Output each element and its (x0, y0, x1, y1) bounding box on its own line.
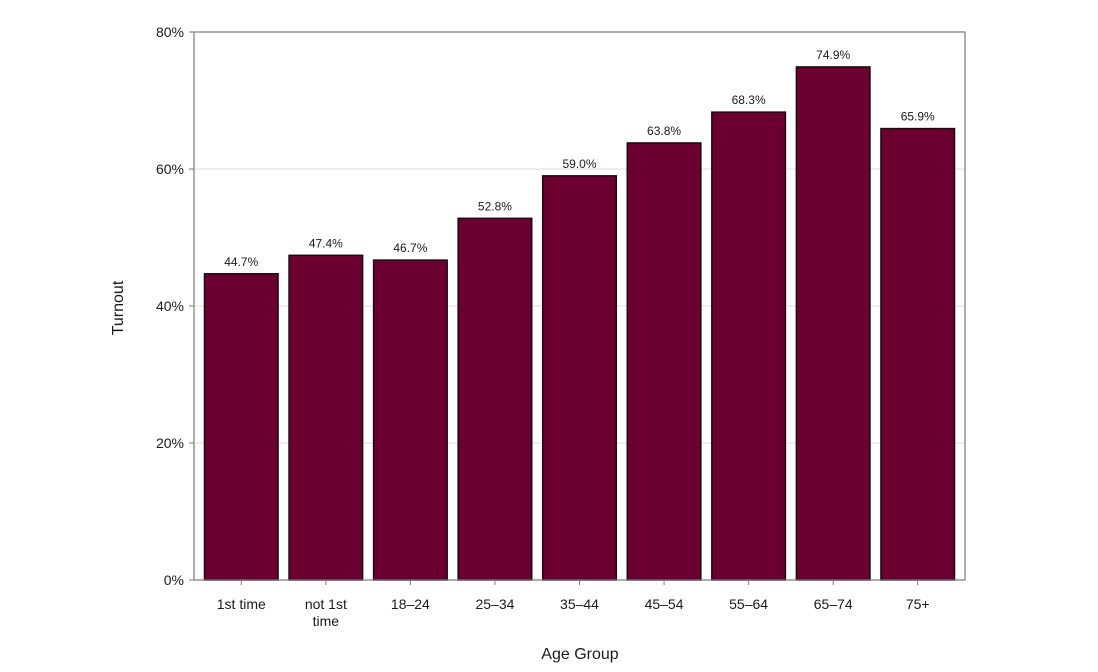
data-label: 52.8% (478, 199, 512, 213)
x-tick-label: 18–24 (391, 596, 430, 612)
data-label: 59.0% (562, 157, 596, 171)
bar (711, 111, 787, 581)
bar (880, 127, 956, 581)
x-axis-title: Age Group (541, 646, 618, 663)
data-label: 44.7% (224, 255, 258, 269)
y-tick-label: 40% (156, 298, 184, 314)
y-axis-ticks: 0% 20% 40% 60% 80% (156, 24, 194, 588)
x-tick-label: 45–54 (645, 596, 684, 612)
bar (795, 66, 871, 581)
y-tick-label: 80% (156, 24, 184, 40)
x-tick-label: 55–64 (729, 596, 768, 612)
x-tick-label: 1st time (217, 596, 266, 612)
data-label: 68.3% (732, 93, 766, 107)
bar (541, 175, 618, 581)
x-tick-label: 35–44 (560, 596, 599, 612)
bar (203, 273, 279, 581)
data-label: 74.9% (816, 48, 850, 62)
y-tick-label: 20% (156, 435, 184, 451)
bar (372, 259, 448, 581)
y-tick-label: 0% (164, 572, 184, 588)
y-tick-label: 60% (156, 161, 184, 177)
bar (626, 142, 702, 581)
data-label: 65.9% (901, 110, 935, 124)
data-label: 63.8% (647, 124, 681, 138)
bar (288, 254, 364, 581)
x-tick-label: 65–74 (814, 596, 853, 612)
bar (457, 217, 533, 581)
x-tick-label: 25–34 (475, 596, 514, 612)
x-tick-label: time (313, 613, 340, 629)
bars (203, 66, 956, 581)
data-label: 47.4% (309, 236, 343, 250)
data-label: 46.7% (393, 241, 427, 255)
x-tick-label: not 1st (305, 596, 347, 612)
data-labels: 44.7% 47.4% 46.7% 52.8% 59.0% 63.8% 68.3% 74.9%… (224, 48, 935, 269)
x-tick-label: 75+ (906, 596, 930, 612)
y-axis-title: Turnout (110, 280, 127, 335)
